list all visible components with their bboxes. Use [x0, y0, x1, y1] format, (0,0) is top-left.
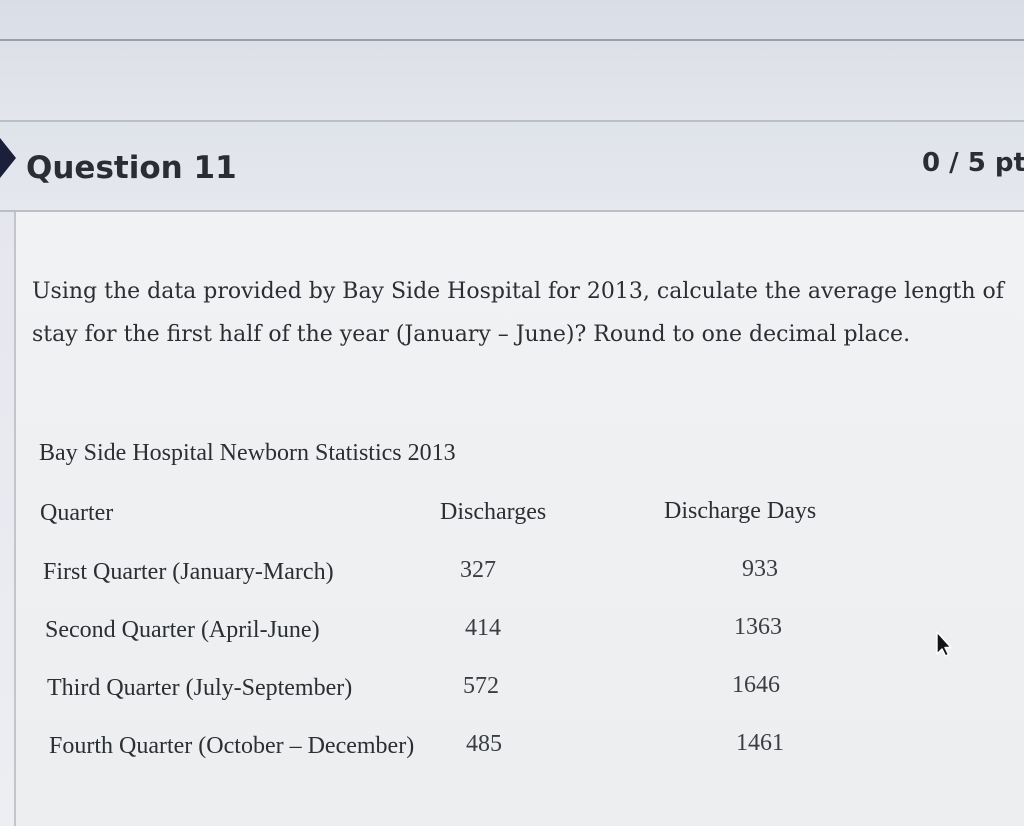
top-divider: [0, 39, 1024, 41]
question-title: Question 11: [26, 150, 237, 186]
table-caption: Bay Side Hospital Newborn Statistics 201…: [39, 440, 456, 466]
row-2-discharges: 414: [465, 615, 501, 641]
mouse-cursor-icon: [936, 631, 952, 657]
row-2-quarter: Second Quarter (April-June): [45, 617, 320, 643]
row-4-quarter: Fourth Quarter (October – December): [49, 733, 415, 759]
row-3-discharge-days: 1646: [732, 672, 780, 698]
row-2-discharge-days: 1363: [734, 614, 782, 640]
question-points: 0 / 5 pt: [922, 148, 1024, 178]
column-header-quarter: Quarter: [40, 500, 114, 526]
row-1-discharge-days: 933: [742, 556, 778, 582]
question-text: Using the data provided by Bay Side Hosp…: [32, 279, 1004, 347]
row-1-discharges: 327: [460, 557, 496, 583]
question-body: Using the data provided by Bay Side Hosp…: [14, 212, 1024, 826]
row-3-discharges: 572: [463, 673, 499, 699]
column-header-discharges: Discharges: [440, 499, 547, 525]
question-header: Question 11 0 / 5 pt: [0, 120, 1024, 212]
row-3-quarter: Third Quarter (July-September): [47, 675, 353, 701]
row-1-quarter: First Quarter (January-March): [43, 559, 334, 585]
triangle-marker-icon: [0, 138, 16, 178]
row-4-discharges: 485: [466, 731, 502, 757]
column-header-discharge-days: Discharge Days: [664, 498, 817, 524]
row-4-discharge-days: 1461: [736, 730, 784, 756]
